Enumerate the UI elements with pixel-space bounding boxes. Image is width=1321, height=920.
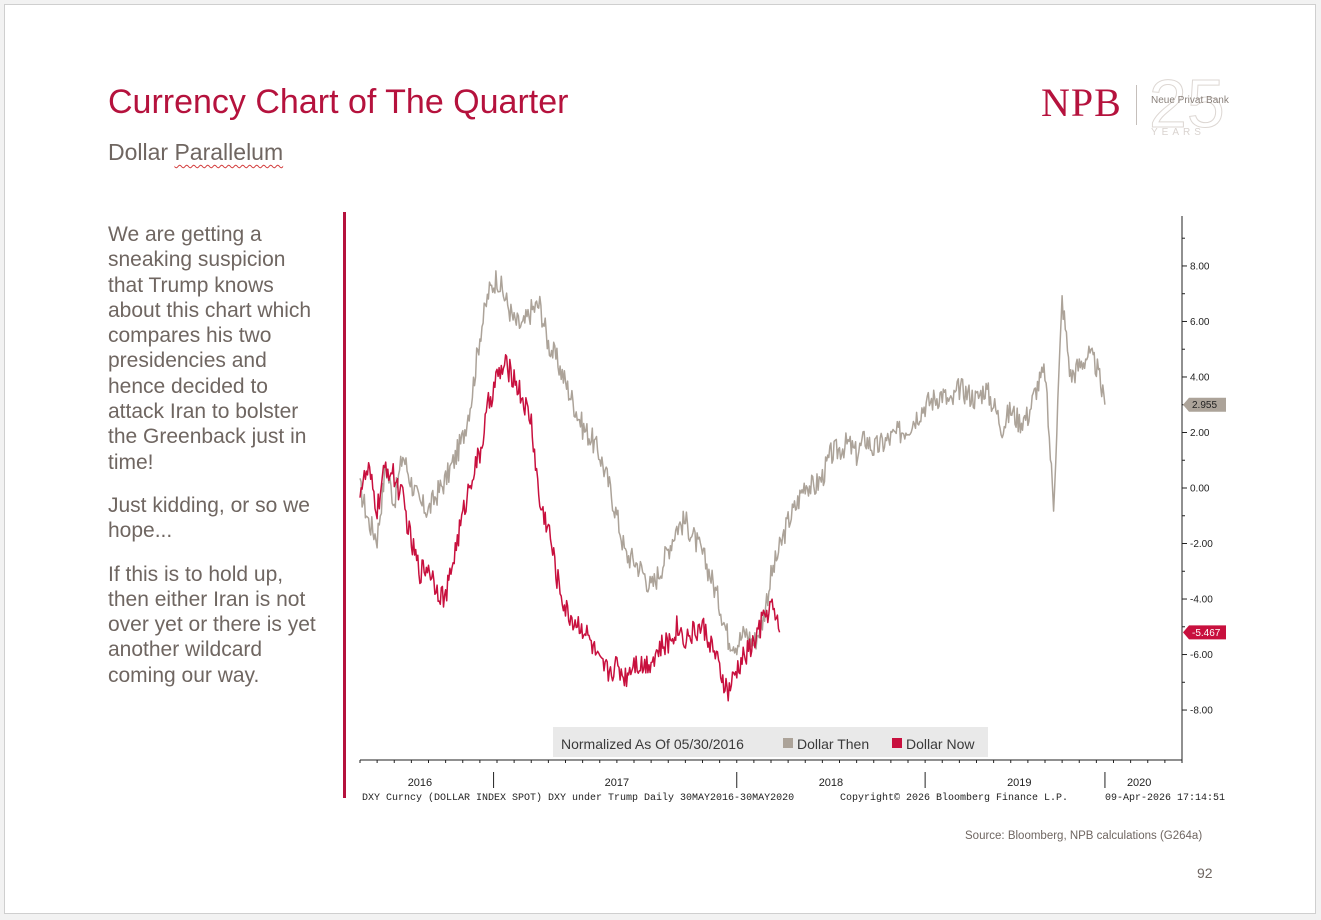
last-value-labels: 2.955 -5.467	[1183, 397, 1226, 640]
legend-swatch-then	[783, 738, 793, 748]
series-line-dollar-then	[359, 270, 1106, 656]
subtitle-word-2: Parallelum	[174, 139, 284, 165]
last-value-marker	[1183, 625, 1226, 640]
commentary: We are getting a sneaking suspicion that…	[108, 222, 323, 706]
slide-subtitle: Dollar Parallelum	[108, 139, 283, 166]
source-note: Source: Bloomberg, NPB calculations (G26…	[965, 830, 1203, 842]
last-value-marker	[1183, 397, 1226, 412]
legend-swatch-now	[892, 738, 902, 748]
x-tick-label: 2019	[1007, 777, 1031, 789]
chart-series	[359, 270, 1106, 702]
y-tick-label: 2.00	[1190, 428, 1210, 439]
logo-years-label: YEARS	[1151, 127, 1205, 138]
x-axis-ticks: 2016 2017 2018 2019 2020	[359, 760, 1183, 789]
x-tick-label: 2020	[1127, 777, 1151, 789]
logo-bank-name: Neue Privat Bank	[1151, 95, 1229, 106]
npb-logo: 25 NPB Neue Privat Bank YEARS	[1041, 66, 1231, 149]
y-axis-ticks: 8.00 6.00 4.00 2.00 0.00 -2.00 -4.00 -6.00 -8.00	[1182, 237, 1213, 717]
commentary-paragraph: If this is to hold up, then either Iran …	[108, 562, 316, 687]
accent-bar	[343, 212, 346, 798]
x-tick-label: 2018	[819, 777, 843, 789]
last-value-label: -5.467	[1192, 628, 1221, 639]
legend-label-now: Dollar Now	[906, 736, 975, 752]
x-tick-label: 2017	[605, 777, 629, 789]
logo-separator	[1136, 85, 1137, 125]
logo-mark: NPB	[1041, 80, 1122, 125]
y-tick-label: -2.00	[1190, 539, 1213, 550]
series-line-dollar-now	[359, 354, 781, 702]
y-tick-label: 4.00	[1190, 372, 1210, 383]
logo-anniversary: 25	[1149, 66, 1226, 143]
legend-prefix: Normalized As Of 05/30/2016	[561, 736, 744, 752]
y-tick-label: -6.00	[1190, 650, 1213, 661]
subtitle-word-1: Dollar	[108, 139, 169, 165]
y-tick-label: 6.00	[1190, 317, 1210, 328]
slide-title: Currency Chart of The Quarter	[108, 83, 569, 121]
commentary-paragraph: We are getting a sneaking suspicion that…	[108, 223, 312, 474]
commentary-paragraph: Just kidding, or so we hope...	[108, 493, 310, 543]
y-tick-label: 0.00	[1190, 484, 1210, 495]
chart-footer-right: 09-Apr-2026 17:14:51	[1105, 793, 1225, 804]
y-tick-label: 8.00	[1190, 261, 1210, 272]
x-tick-label: 2016	[408, 777, 432, 789]
currency-chart: 8.00 6.00 4.00 2.00 0.00 -2.00 -4.00 -6.00 -8.00…	[350, 210, 1240, 810]
legend-label-then: Dollar Then	[797, 736, 869, 752]
y-tick-label: -8.00	[1190, 706, 1213, 717]
y-tick-label: -4.00	[1190, 595, 1213, 606]
chart-footer-left: DXY Curncy (DOLLAR INDEX SPOT) DXY under…	[362, 792, 794, 804]
page-number: 92	[1197, 865, 1213, 881]
last-value-label: 2.955	[1192, 400, 1217, 411]
legend-background	[553, 727, 988, 757]
chart-footer-center: Copyright© 2026 Bloomberg Finance L.P.	[840, 792, 1068, 804]
chart-legend: Normalized As Of 05/30/2016 Dollar Then …	[553, 727, 988, 757]
